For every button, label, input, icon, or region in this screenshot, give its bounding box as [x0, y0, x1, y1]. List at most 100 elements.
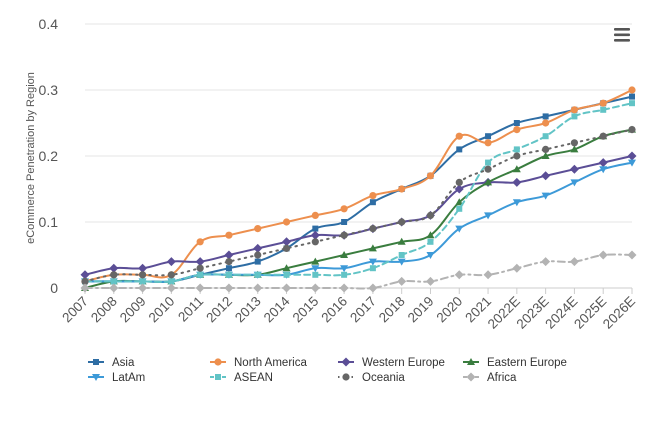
series-line [84, 155, 633, 276]
legend-item-asia[interactable]: Asia [88, 357, 135, 369]
data-point [425, 276, 435, 286]
data-point [139, 278, 146, 285]
data-point [627, 250, 637, 260]
legend-label: LatAm [112, 372, 145, 384]
data-point [512, 263, 522, 273]
legend-marker [342, 373, 350, 381]
data-point [629, 100, 635, 107]
data-point [369, 225, 377, 233]
data-point [397, 258, 406, 266]
data-point [109, 283, 119, 293]
data-point [168, 278, 175, 285]
x-tick-label: 2026E [600, 294, 638, 332]
data-point [627, 151, 637, 161]
data-point [542, 145, 550, 153]
data-point [570, 179, 579, 187]
legend-item-asean[interactable]: ASEAN [210, 372, 273, 384]
data-point [225, 265, 232, 272]
x-tick-label: 2012 [203, 294, 235, 326]
data-point [541, 171, 551, 181]
data-point [196, 264, 204, 272]
data-point [340, 251, 349, 258]
data-point [339, 283, 349, 293]
series-asia[interactable] [82, 93, 635, 285]
legend-item-eastern-europe[interactable]: Eastern Europe [463, 357, 567, 369]
legend-label: Asia [112, 357, 135, 369]
x-tick-label: 2007 [59, 294, 91, 326]
data-point [138, 283, 148, 293]
legend-item-north-america[interactable]: North America [210, 357, 307, 369]
data-point [427, 238, 434, 245]
data-point [571, 113, 578, 120]
legend-marker [92, 374, 100, 381]
legend-marker [215, 374, 221, 380]
legend-item-western-europe[interactable]: Western Europe [338, 357, 445, 369]
hamburger-menu-icon [614, 28, 630, 42]
data-point [310, 283, 320, 293]
data-point [254, 271, 261, 278]
data-point [542, 133, 549, 140]
series-line [84, 128, 633, 283]
data-point [599, 166, 608, 174]
data-point [80, 283, 90, 293]
data-point [197, 271, 204, 278]
legend-label: Oceania [362, 372, 405, 384]
data-point [110, 278, 117, 285]
data-point [369, 192, 377, 200]
data-point [455, 178, 463, 186]
data-point [569, 164, 579, 174]
series-north-america[interactable] [81, 86, 636, 285]
data-point [283, 271, 290, 278]
data-point [282, 283, 292, 293]
x-tick-label: 2009 [117, 294, 149, 326]
data-point [629, 93, 635, 100]
data-point [254, 258, 261, 265]
data-point [512, 177, 522, 187]
series-western-europe[interactable] [80, 151, 637, 280]
data-point [225, 258, 233, 266]
data-point [455, 132, 463, 140]
data-point [397, 237, 406, 245]
data-point [398, 218, 406, 226]
data-point [310, 230, 320, 240]
data-point [485, 159, 492, 166]
data-point [628, 86, 636, 94]
data-point [512, 165, 521, 173]
legend-marker [467, 358, 475, 365]
data-point [455, 225, 464, 233]
x-tick-label: 2008 [88, 294, 120, 326]
data-point [368, 258, 377, 266]
data-point [196, 238, 204, 246]
series-oceania[interactable] [81, 126, 636, 285]
data-point [485, 133, 492, 140]
data-point [311, 257, 320, 265]
series-asean[interactable] [82, 100, 635, 285]
data-point [166, 283, 176, 293]
legend-item-oceania[interactable]: Oceania [338, 372, 405, 384]
legend[interactable]: Asia North America Western Europe Eastern E… [88, 357, 567, 384]
data-point [513, 152, 521, 160]
data-point [570, 145, 579, 153]
y-axis-label: eCommerce Penetration by Region [25, 72, 37, 244]
data-point [81, 277, 89, 285]
chart-menu-button[interactable] [614, 28, 632, 42]
data-point [109, 263, 119, 273]
series-eastern-europe[interactable] [81, 125, 636, 291]
series-line [84, 95, 633, 283]
data-point [426, 211, 435, 219]
data-point [456, 146, 463, 153]
data-point [80, 270, 90, 280]
data-point [311, 265, 320, 273]
x-tick-label: 2010 [146, 294, 178, 326]
data-point [397, 276, 407, 286]
series-lines [80, 86, 637, 293]
data-point [341, 271, 348, 278]
legend-item-latam[interactable]: LatAm [88, 372, 145, 384]
data-point [282, 218, 291, 226]
data-point [167, 271, 175, 279]
data-point [398, 252, 405, 258]
legend-item-africa[interactable]: Africa [463, 372, 517, 384]
data-point [570, 106, 579, 114]
legend-marker [466, 372, 476, 382]
series-africa[interactable] [80, 250, 637, 293]
